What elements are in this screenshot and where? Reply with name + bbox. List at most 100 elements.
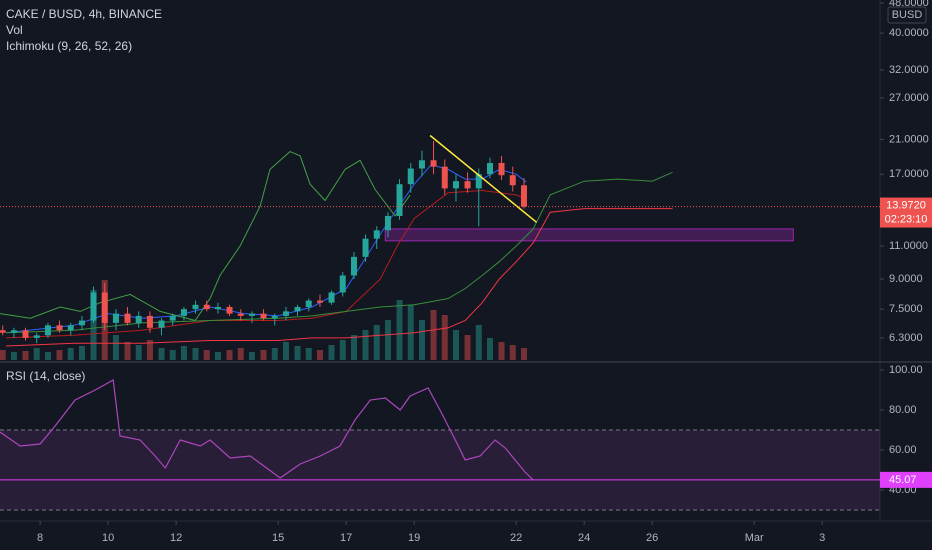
volume-bar [418,320,425,360]
candle-body [350,256,357,276]
y-tick-label: 27.0000 [889,92,929,104]
marks [0,2,884,525]
candle-body [56,325,63,331]
y-tick-label: 32.0000 [889,64,929,76]
candle-body [0,330,6,333]
candle-body [33,335,40,338]
volume-bar [362,330,369,360]
candle-body [44,325,51,336]
candle-body [112,313,119,323]
y-tick-label: 80.00 [889,404,917,416]
volume-bar [78,346,85,360]
candle-body [180,309,187,316]
candle-body [260,313,267,319]
candle-body [271,315,278,319]
volume-bar [339,340,346,360]
ichimoku-line [6,189,527,339]
x-tick-label: 17 [340,532,352,544]
candle-body [146,315,153,328]
candle-body [237,313,244,316]
volume-bar [260,350,267,360]
last-price-box [880,197,932,228]
candle-body [452,181,459,189]
volume-bar [146,340,153,360]
candle-body [305,300,312,307]
volume-bar [214,352,221,360]
y-tick-label: 60.00 [889,444,917,456]
volume-bar [305,348,312,360]
volume-bar [498,342,505,360]
volume-bar [33,348,40,360]
x-tick-label: Mar [745,532,764,544]
y-tick-label: 40.0000 [889,27,929,39]
volume-bar [486,338,493,360]
volume-bar [0,350,6,360]
zone [384,228,794,242]
volume-bar [237,348,244,360]
rsi-line [0,379,534,481]
volume-bar [441,315,448,360]
volume-bar [475,325,482,360]
x-tick-label: 15 [272,532,284,544]
candle-body [418,160,425,169]
candle-body [248,313,255,316]
volume-bar [135,345,142,360]
volume-bar [464,335,471,360]
ichimoku-line [6,208,673,347]
candle-body [294,306,301,312]
volume-bar [294,346,301,360]
candle-body [282,311,289,316]
candle-body [101,292,108,323]
currency-box[interactable] [887,6,927,24]
candle-body [430,160,437,167]
candle-body [362,238,369,257]
x-tick-label: 26 [646,532,658,544]
candle-body [192,304,199,310]
candle-body [158,320,165,328]
y-tick-label: 48.0000 [889,0,929,9]
volume-bar [124,342,131,360]
volume-bar [316,350,323,360]
candle-body [396,184,403,216]
symbol-title: CAKE / BUSD, 4h, BINANCE [6,7,162,21]
volume-bar [56,350,63,360]
candle-body [67,325,74,331]
volume-bar [112,335,119,360]
volume-bar [430,310,437,360]
volume-bar [350,335,357,360]
volume-bar [22,351,29,360]
candle-body [407,168,414,185]
candle-body [464,181,471,189]
volume-bar [328,345,335,360]
countdown: 02:23:10 [885,213,928,225]
volume-bar [384,320,391,360]
candle-body [486,162,493,175]
y-tick-label: 100.00 [889,364,923,376]
ichimoku-line [6,171,673,334]
candle-body [22,330,29,338]
volume-bar [407,305,414,360]
trendline [429,134,538,223]
candle-body [124,313,131,323]
x-tick-label: 3 [819,532,825,544]
volume-bar [67,348,74,360]
candle-body [384,215,391,231]
y-tick-label: 9.0000 [889,273,923,285]
volume-bar [180,346,187,360]
volume-bar [396,300,403,360]
y-tick-label: 17.0000 [889,168,929,180]
volume-bar [452,330,459,360]
candle-body [441,166,448,189]
candle-body [203,304,210,310]
volume-bar [169,350,176,360]
candle-body [339,275,346,293]
volume-bar [158,348,165,360]
volume-bar [282,342,289,360]
candle-body [10,330,17,333]
ichimoku-line [0,151,411,322]
volume-bar [509,345,516,360]
candle-body [90,292,97,321]
volume-bar [226,350,233,360]
